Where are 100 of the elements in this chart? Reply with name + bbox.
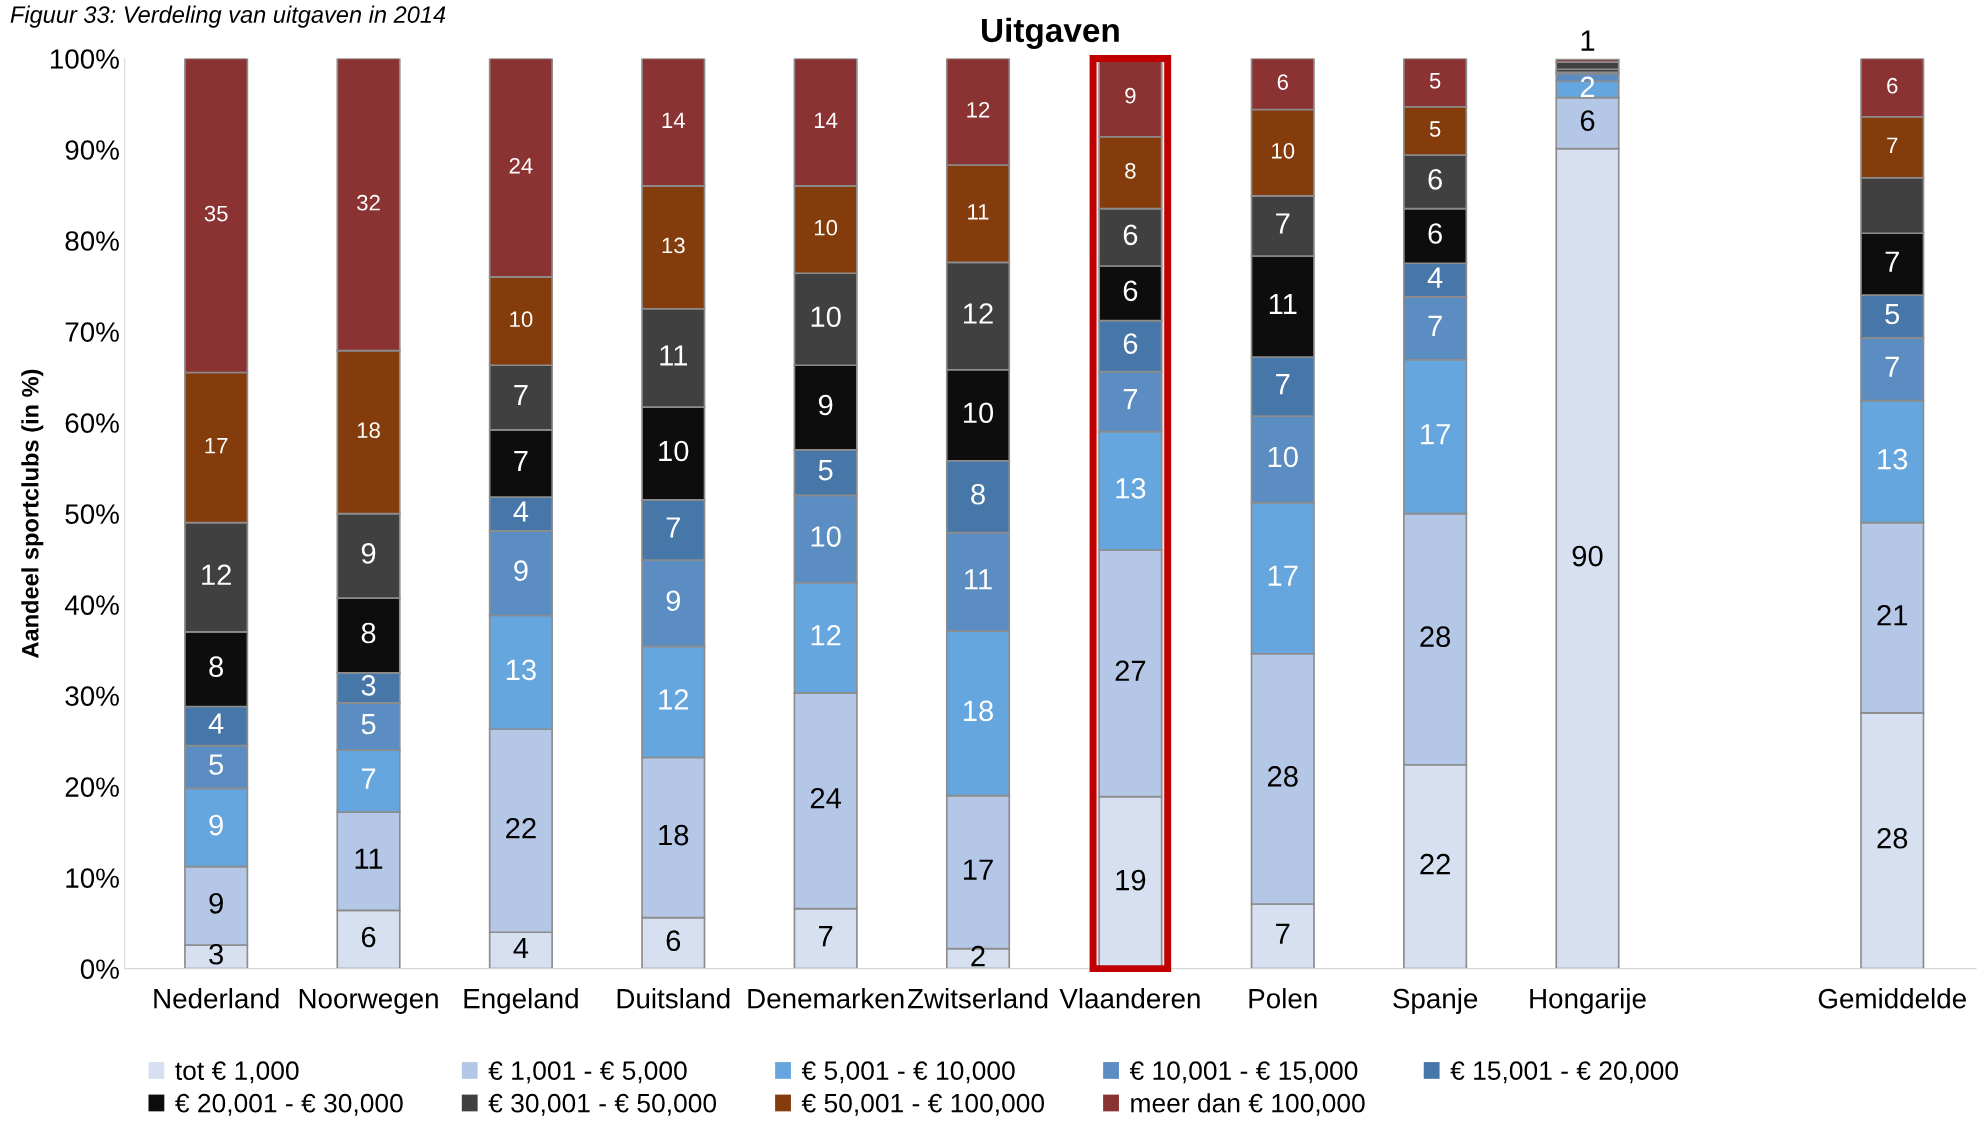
x-tick-label: Duitsland <box>617 988 730 1009</box>
data-label: 10 <box>510 311 533 328</box>
x-tick-label: Hongarije <box>1530 988 1646 1014</box>
y-tick-label: 50% <box>65 504 119 524</box>
x-tick-label: Polen <box>1249 988 1317 1009</box>
data-label: 6 <box>1123 224 1138 246</box>
data-label: 6 <box>1887 77 1898 94</box>
data-label: 6 <box>1580 110 1595 131</box>
data-label: 9 <box>209 814 223 836</box>
data-label: 21 <box>1877 604 1908 626</box>
data-label: 9 <box>209 893 223 914</box>
data-label: 13 <box>506 659 536 681</box>
y-tick-label: 80% <box>65 231 119 251</box>
data-label: 2 <box>971 945 985 967</box>
data-label: 3 <box>361 675 376 696</box>
data-label: 6 <box>1123 280 1138 302</box>
data-label: 18 <box>357 422 380 439</box>
data-label: 6 <box>1123 333 1138 354</box>
data-label: 7 <box>1276 923 1290 944</box>
data-label: 4 <box>513 501 529 522</box>
data-label: 9 <box>1125 87 1136 104</box>
data-label: 7 <box>514 450 528 472</box>
y-tick-label: 40% <box>64 595 119 615</box>
data-label: 7 <box>514 385 528 406</box>
y-tick-label: 20% <box>65 777 119 797</box>
data-label: 28 <box>1268 766 1298 787</box>
legend-label: € 50,001 - € 100,000 <box>801 1093 1045 1116</box>
data-label: 22 <box>506 817 536 839</box>
data-label: 24 <box>509 157 533 174</box>
data-label: 8 <box>209 656 224 678</box>
data-label: 11 <box>968 204 989 220</box>
chart-title: Uitgaven <box>982 17 1119 49</box>
data-label: 18 <box>659 824 689 846</box>
x-tick-label: Nederland <box>154 988 279 1009</box>
legend-label: tot € 1,000 <box>175 1061 299 1084</box>
x-tick-label: Vlaanderen <box>1059 988 1200 1009</box>
data-label: 3 <box>209 943 223 965</box>
data-label: 13 <box>1878 448 1908 470</box>
y-tick-label: 0% <box>80 959 119 979</box>
data-label: 28 <box>1877 827 1908 849</box>
legend-label: € 10,001 - € 15,000 <box>1129 1061 1358 1084</box>
data-label: 10 <box>1272 142 1295 159</box>
data-label: 9 <box>818 394 833 416</box>
x-tick-label: Gemiddelde <box>1818 988 1966 1009</box>
data-label: 10 <box>659 440 689 462</box>
data-label: 7 <box>1276 374 1290 395</box>
y-axis-title: Aandeel sportclubs (in %) <box>21 369 44 658</box>
x-tick-label: Spanje <box>1393 988 1478 1014</box>
y-tick-label: 60% <box>65 413 119 433</box>
data-label: 6 <box>666 930 681 951</box>
x-tick-label: Noorwegen <box>299 989 438 1014</box>
data-label: 24 <box>810 787 842 809</box>
data-label: 8 <box>1125 162 1136 179</box>
data-label: 2 <box>1580 76 1595 97</box>
data-label: 7 <box>1887 137 1898 153</box>
data-label: 17 <box>1268 565 1298 586</box>
legend-label: € 15,001 - € 20,000 <box>1450 1061 1678 1084</box>
data-label: 6 <box>1428 223 1442 244</box>
data-label: 6 <box>1428 169 1442 190</box>
data-label: 19 <box>1116 869 1146 891</box>
data-label: 12 <box>202 564 231 585</box>
legend-label: € 1,001 - € 5,000 <box>488 1061 687 1084</box>
data-label: 12 <box>659 689 689 710</box>
data-label: 5 <box>818 460 833 481</box>
data-label: 14 <box>814 112 838 128</box>
y-tick-label: 70% <box>65 322 119 342</box>
data-label: 5 <box>1885 304 1900 325</box>
data-label: 9 <box>666 590 680 612</box>
data-label: 35 <box>204 205 228 222</box>
data-label: 5 <box>1429 121 1441 137</box>
data-label: 1 <box>1581 30 1595 51</box>
y-tick-label: 30% <box>65 686 119 706</box>
data-label: 10 <box>811 306 841 328</box>
data-label: 7 <box>1123 389 1138 410</box>
x-tick-label: Engeland <box>464 988 578 1014</box>
legend-label: meer dan € 100,000 <box>1131 1093 1365 1116</box>
y-tick-label: 10% <box>66 868 119 888</box>
data-label: 90 <box>1572 545 1603 567</box>
legend-label: € 30,001 - € 50,000 <box>488 1093 717 1116</box>
data-label: 4 <box>208 713 224 734</box>
data-label: 11 <box>1269 293 1297 315</box>
data-label: 11 <box>355 848 383 869</box>
data-label: 17 <box>964 859 993 880</box>
data-label: 11 <box>965 569 992 590</box>
data-label: 5 <box>361 714 376 735</box>
data-label: 7 <box>1276 213 1290 234</box>
data-label: 28 <box>1420 626 1451 647</box>
y-tick-label: 100% <box>50 49 119 69</box>
data-label: 22 <box>1420 853 1450 875</box>
y-tick-label: 90% <box>65 140 119 160</box>
data-label: 4 <box>513 937 529 958</box>
data-label: 7 <box>1885 251 1899 272</box>
data-label: 5 <box>209 754 224 775</box>
data-label: 10 <box>964 402 994 424</box>
data-label: 12 <box>811 624 841 646</box>
data-label: 11 <box>660 345 687 366</box>
data-label: 32 <box>357 194 380 211</box>
data-label: 10 <box>814 219 838 236</box>
data-label: 9 <box>514 560 528 582</box>
data-label: 10 <box>1268 446 1298 468</box>
